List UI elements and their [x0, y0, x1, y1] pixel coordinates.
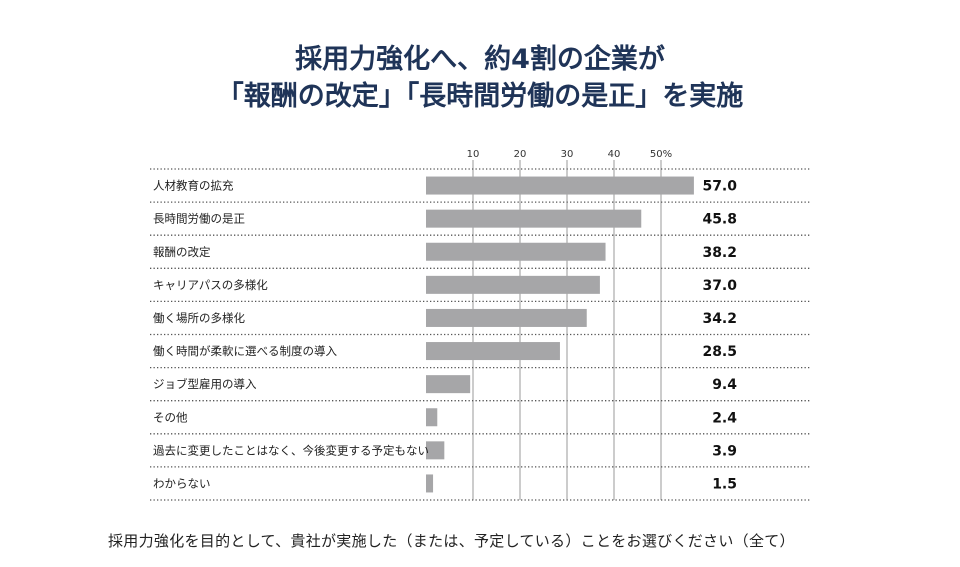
- tick-label: 30: [561, 149, 574, 160]
- bar: [426, 441, 445, 460]
- tick-label: 10: [467, 149, 480, 160]
- category-label: キャリアパスの多様化: [153, 278, 268, 292]
- tick-label: 20: [514, 149, 527, 160]
- category-label: 長時間労働の是正: [153, 212, 245, 226]
- survey-question-caption: 採用力強化を目的として、貴社が実施した（または、予定している）ことをお選びくださ…: [108, 532, 795, 550]
- data-label: 34.2: [702, 311, 737, 327]
- data-label: 2.4: [712, 410, 737, 426]
- data-label: 9.4: [712, 377, 737, 393]
- category-label: 働く時間が柔軟に選べる制度の導入: [153, 344, 337, 358]
- category-label: 人材教育の拡充: [153, 179, 234, 193]
- bar: [426, 342, 560, 361]
- bar: [426, 408, 438, 427]
- bar: [426, 209, 642, 228]
- category-label: 過去に変更したことはなく、今後変更する予定もない: [153, 443, 429, 457]
- chart-title-line-1: 採用力強化へ、約4割の企業が: [295, 44, 665, 75]
- data-label: 3.9: [712, 443, 737, 459]
- data-label: 1.5: [712, 476, 737, 492]
- bar: [426, 275, 600, 294]
- category-label: 報酬の改定: [153, 245, 211, 259]
- bar: [426, 474, 434, 493]
- category-label: わからない: [153, 476, 211, 490]
- chart-title-line-2: 「報酬の改定」「長時間労働の是正」を実施: [216, 81, 744, 112]
- bar: [426, 242, 606, 261]
- data-label: 37.0: [702, 278, 737, 294]
- bar: [426, 375, 471, 394]
- tick-label: 50%: [650, 149, 672, 160]
- category-label: 働く場所の多様化: [153, 311, 245, 325]
- bar: [426, 308, 587, 327]
- data-label: 57.0: [702, 179, 737, 195]
- category-label: その他: [153, 410, 188, 424]
- category-label: ジョブ型雇用の導入: [153, 377, 257, 391]
- tick-label: 40: [608, 149, 621, 160]
- data-label: 45.8: [702, 212, 737, 228]
- data-label: 38.2: [702, 245, 737, 261]
- data-label: 28.5: [702, 344, 737, 360]
- bar: [426, 176, 694, 195]
